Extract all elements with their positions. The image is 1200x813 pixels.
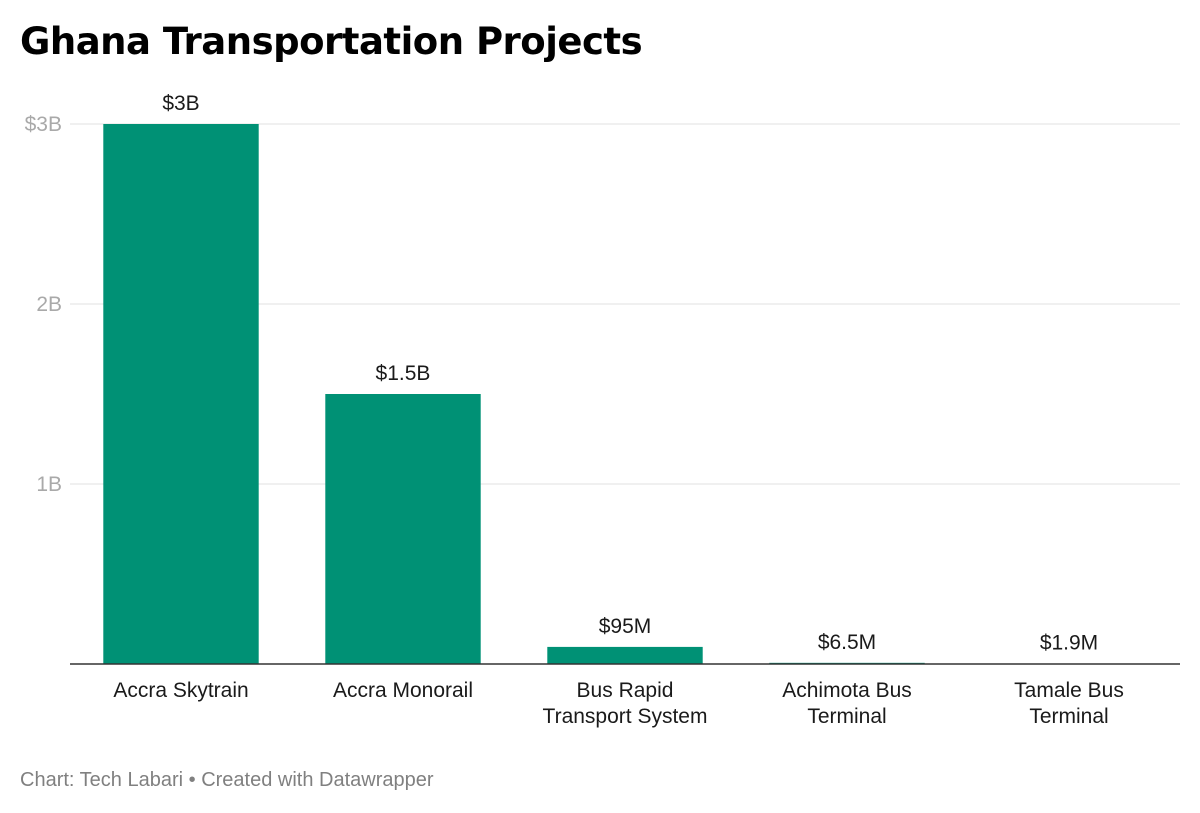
x-category-label: Bus Rapid Transport System [543, 679, 708, 728]
tool-credit: Created with Datawrapper [201, 769, 434, 791]
y-tick-label: 1B [36, 473, 62, 496]
bar-value-label: $6.5M [818, 631, 876, 654]
bars [103, 124, 1147, 664]
footer-separator: • [183, 769, 202, 791]
bar [103, 124, 259, 664]
bar-value-label: $3B [162, 92, 199, 115]
y-tick-label: 2B [36, 293, 62, 316]
x-category-label: Accra Skytrain [113, 679, 248, 702]
y-tick-label: $3B [25, 113, 62, 136]
x-category-label: Tamale Bus Terminal [1014, 679, 1124, 728]
x-category-label: Accra Monorail [333, 679, 473, 702]
bar-value-label: $1.5B [376, 362, 431, 385]
bar-value-label: $95M [599, 615, 652, 638]
source-credit: Chart: Tech Labari [20, 769, 184, 791]
bar-value-label: $1.9M [1040, 632, 1098, 655]
bar [547, 646, 703, 664]
chart-title: Ghana Transportation Projects [20, 20, 643, 63]
chart-footer: Chart: Tech Labari • Created with Datawr… [20, 769, 434, 792]
x-category-label: Achimota Bus Terminal [782, 679, 912, 728]
labels: 1B 2B $3B $3B Accra Skytrain $1.5B Accra Monor… [25, 92, 1124, 728]
bar [325, 394, 481, 664]
